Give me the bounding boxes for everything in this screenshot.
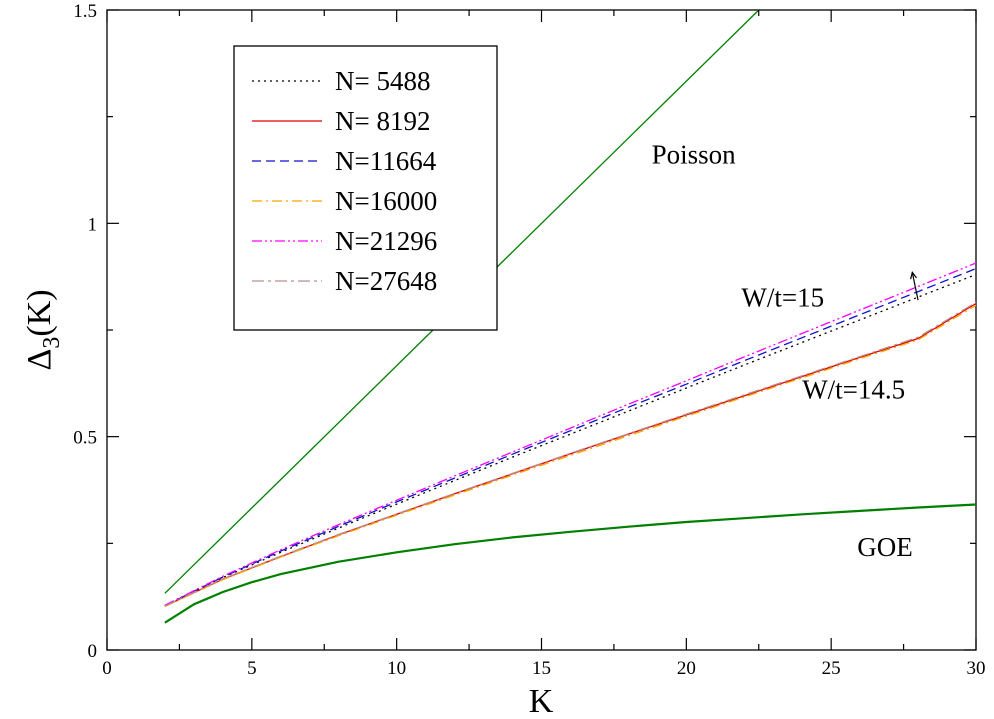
arrow-head (910, 271, 917, 280)
x-tick-label: 10 (387, 658, 406, 679)
legend-label-1: N= 5488 (335, 66, 430, 96)
legend-box (233, 45, 498, 331)
axis-ticks: 0 5 10 15 20 25 30 0 0.5 1 1.5 (73, 1, 985, 679)
x-tick-label: 5 (247, 658, 257, 679)
legend-label-3: N=11664 (335, 146, 437, 176)
legend-label-2: N= 8192 (335, 106, 430, 136)
series-line-6 (164, 301, 977, 607)
series-line-5 (164, 262, 977, 606)
arrow-shaft (911, 272, 919, 301)
annotation-label: W/t=15 (741, 283, 824, 313)
x-tick-label: 20 (677, 658, 696, 679)
annotation-label: Poisson (652, 140, 737, 170)
x-tick-label: 30 (967, 658, 986, 679)
legend-label-6: N=27648 (335, 266, 437, 296)
series-line-3 (164, 267, 977, 607)
legend: N= 5488 N= 8192 N=11664 N=16000 N=21296 N=276… (233, 45, 498, 331)
y-tick-label: 0.5 (73, 428, 97, 449)
legend-label-4: N=16000 (335, 186, 437, 216)
annotation-label: GOE (857, 532, 913, 562)
y-tick-label: 1.5 (73, 1, 97, 22)
y-tick-label: 1 (88, 214, 98, 235)
y-axis-title: Δ3(K) (21, 289, 65, 370)
annotations: Poisson W/t=15 W/t=14.5 GOE (652, 140, 919, 562)
series-line-4 (164, 304, 977, 608)
x-axis-title: K (529, 683, 554, 719)
series-lines (164, 262, 977, 608)
x-tick-label: 0 (102, 658, 112, 679)
y-axis-title-tail: (K) (21, 289, 58, 336)
y-axis-title-subscript: 3 (39, 337, 65, 349)
x-tick-label: 15 (532, 658, 551, 679)
series-line-2 (164, 302, 977, 607)
y-tick-label: 0 (88, 641, 98, 662)
annotation-label: W/t=14.5 (802, 374, 905, 404)
reference-curve-goe (164, 503, 977, 624)
legend-label-5: N=21296 (335, 226, 437, 256)
x-tick-label: 25 (822, 658, 841, 679)
y-axis-title-main: Δ (21, 349, 58, 371)
